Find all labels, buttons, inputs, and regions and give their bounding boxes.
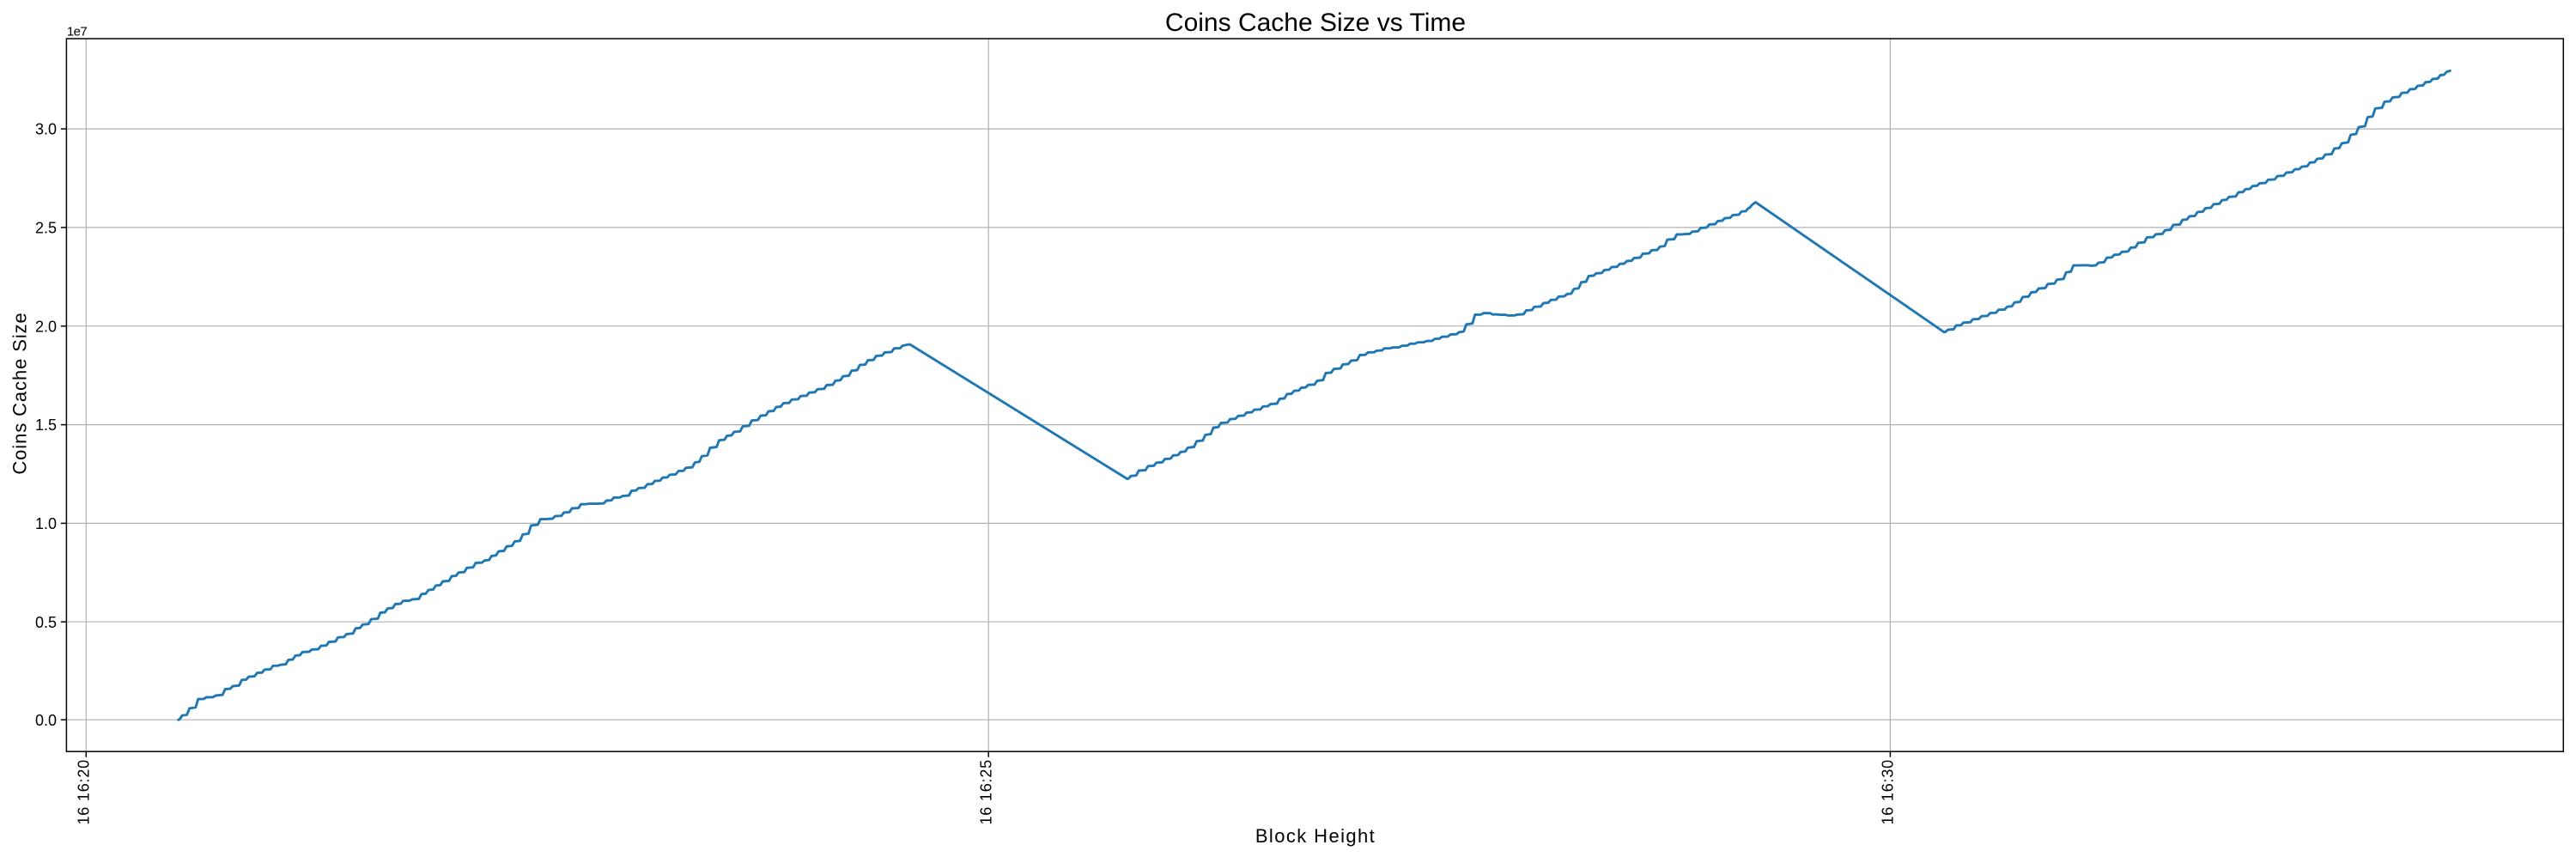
svg-text:0.5: 0.5	[35, 614, 57, 631]
svg-text:1.0: 1.0	[35, 515, 57, 532]
svg-text:3.0: 3.0	[35, 121, 57, 138]
svg-text:16 16:30: 16 16:30	[1880, 759, 1897, 824]
svg-text:0.0: 0.0	[35, 712, 57, 729]
svg-text:1.5: 1.5	[35, 416, 57, 434]
svg-text:16 16:25: 16 16:25	[978, 759, 995, 824]
svg-text:Block Height: Block Height	[1255, 825, 1376, 847]
svg-text:16 16:20: 16 16:20	[76, 759, 93, 824]
svg-text:Coins Cache Size: Coins Cache Size	[9, 312, 31, 474]
svg-text:Coins Cache Size vs Time: Coins Cache Size vs Time	[1165, 9, 1466, 37]
svg-text:1e7: 1e7	[67, 24, 87, 39]
svg-text:2.5: 2.5	[35, 220, 57, 237]
svg-text:2.0: 2.0	[35, 318, 57, 335]
